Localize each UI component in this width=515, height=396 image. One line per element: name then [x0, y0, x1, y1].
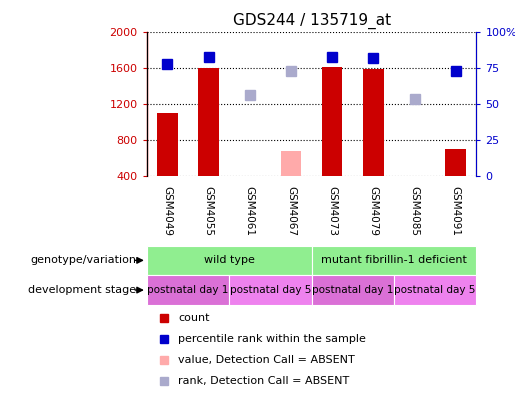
Text: postnatal day 5: postnatal day 5 [230, 285, 311, 295]
Text: postnatal day 5: postnatal day 5 [394, 285, 476, 295]
Bar [404, 176, 425, 205]
Bar [394, 275, 476, 305]
Bar [322, 67, 342, 176]
Text: rank, Detection Call = ABSENT: rank, Detection Call = ABSENT [178, 376, 349, 386]
Text: count: count [178, 313, 210, 323]
Bar [363, 69, 384, 176]
Bar [281, 151, 301, 176]
Text: percentile rank within the sample: percentile rank within the sample [178, 334, 366, 344]
Text: value, Detection Call = ABSENT: value, Detection Call = ABSENT [178, 355, 355, 365]
Bar [147, 275, 229, 305]
Text: postnatal day 1: postnatal day 1 [147, 285, 229, 295]
Bar [312, 246, 476, 275]
Bar [198, 68, 219, 176]
Text: wild type: wild type [204, 255, 254, 265]
Text: postnatal day 1: postnatal day 1 [312, 285, 393, 295]
Text: GSM4049: GSM4049 [162, 186, 173, 236]
Text: mutant fibrillin-1 deficient: mutant fibrillin-1 deficient [321, 255, 467, 265]
Text: GSM4085: GSM4085 [409, 186, 420, 236]
Text: GSM4067: GSM4067 [286, 186, 296, 236]
Text: GSM4073: GSM4073 [327, 186, 337, 236]
Bar [229, 275, 312, 305]
Bar [445, 149, 466, 176]
Text: GSM4091: GSM4091 [451, 186, 461, 236]
Text: GSM4079: GSM4079 [368, 186, 379, 236]
Bar [239, 176, 260, 182]
Text: development stage: development stage [28, 285, 136, 295]
Bar [312, 275, 394, 305]
Bar [147, 246, 312, 275]
Bar [157, 113, 178, 176]
Text: GSM4055: GSM4055 [203, 186, 214, 236]
Text: GSM4061: GSM4061 [245, 186, 255, 236]
Title: GDS244 / 135719_at: GDS244 / 135719_at [232, 13, 391, 29]
Text: genotype/variation: genotype/variation [30, 255, 136, 265]
